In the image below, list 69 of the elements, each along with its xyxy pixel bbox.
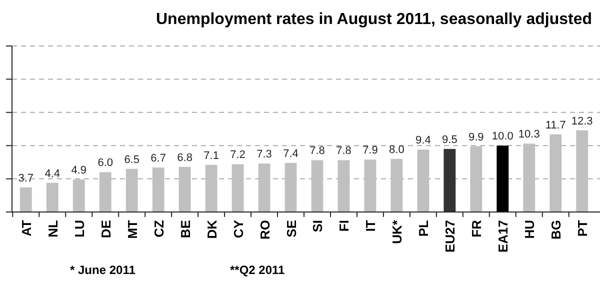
bar [205, 164, 218, 212]
bar [470, 146, 482, 212]
data-label: 10.0 [492, 130, 514, 143]
bar [152, 168, 164, 212]
x-tick-label: BE [178, 220, 193, 238]
data-label: 4.4 [44, 168, 60, 180]
x-tick-label: DK [204, 219, 220, 239]
data-label: 6.5 [124, 154, 140, 166]
bar [284, 162, 297, 212]
bar [496, 146, 509, 212]
bar [232, 164, 244, 212]
data-label: 9.5 [442, 134, 458, 146]
x-tick-label: AT [18, 220, 34, 236]
x-tick-label: MT [124, 220, 140, 239]
data-label: 6.7 [150, 152, 166, 165]
bar [126, 168, 138, 212]
bar [258, 164, 270, 212]
data-label: 11.7 [545, 119, 566, 132]
data-label: 8.0 [389, 144, 404, 156]
bar [46, 182, 58, 212]
bar [72, 179, 85, 212]
bar [178, 166, 191, 212]
bar [99, 172, 112, 212]
bar [390, 158, 403, 212]
data-label: 7.2 [230, 149, 246, 162]
data-label: 7.3 [256, 148, 272, 161]
data-label: 6.8 [177, 152, 192, 164]
x-tick-label: PL [416, 220, 432, 237]
bar [417, 150, 430, 212]
data-label: 7.4 [283, 148, 298, 160]
text: * June 2011 [70, 263, 136, 277]
x-tick-label: LU [72, 220, 87, 238]
data-label: 9.4 [416, 134, 431, 147]
x-tick-label: RO [257, 220, 272, 240]
x-tick-label: CY [230, 220, 246, 238]
data-label: 9.9 [468, 131, 484, 144]
x-tick-label: CZ [151, 220, 166, 238]
bar [364, 160, 376, 212]
x-tick-label: PT [575, 220, 590, 237]
x-tick-label: NL [45, 220, 60, 238]
bar [576, 130, 588, 212]
data-label: 3.7 [18, 172, 34, 184]
x-tick-label: FR [469, 219, 484, 238]
x-tick-label: EU27 [442, 220, 458, 253]
data-label: 7.1 [204, 150, 219, 162]
data-label: 12.3 [571, 115, 593, 128]
bar [523, 144, 536, 212]
data-label: 7.8 [336, 145, 352, 158]
data-label: 6.0 [98, 157, 114, 170]
x-tick-label: BG [548, 220, 564, 240]
x-tick-label: SE [284, 220, 299, 238]
bar [550, 134, 562, 212]
x-tick-label: DE [98, 220, 114, 238]
data-label: 4.9 [71, 164, 87, 176]
x-tick-label: UK* [390, 219, 405, 244]
x-tick-label: FI [336, 220, 352, 232]
data-label: 7.8 [310, 145, 325, 158]
data-label: 10.3 [518, 128, 540, 141]
bar [338, 160, 350, 212]
bar [311, 160, 324, 212]
chart-title: Unemployment rates in August 2011, seasonally adjusted [156, 11, 592, 28]
data-label: 7.9 [362, 144, 378, 157]
x-tick-label: HU [522, 220, 538, 239]
bar [444, 148, 456, 212]
x-tick-label: SI [310, 220, 326, 232]
x-tick-label: EA17 [496, 220, 511, 253]
bar [20, 187, 32, 212]
text: **Q2 2011 [230, 263, 286, 277]
x-tick-label: IT [363, 220, 378, 232]
